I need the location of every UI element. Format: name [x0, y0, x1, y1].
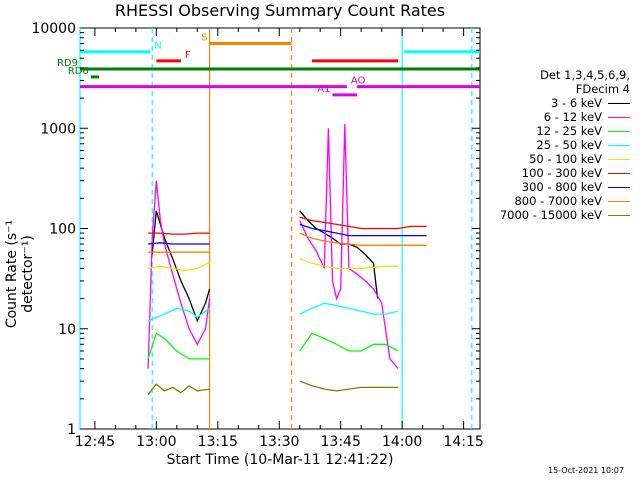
x-tick-label-0: 12:45: [75, 434, 115, 450]
x-tick-label-4: 13:45: [321, 434, 361, 450]
x-tick-label-5: 14:00: [382, 434, 422, 450]
y-tick-label-0: 1: [67, 422, 76, 438]
series-line-3-1: [299, 302, 399, 315]
flag-label-1: S: [201, 33, 207, 44]
series-line-2-0: [147, 332, 210, 360]
legend-entry-3: 25 - 50 keV: [478, 138, 630, 152]
legend: Det 1,3,4,5,6,9, FDecim 4 3 - 6 keV 6 - 1…: [478, 68, 630, 222]
legend-swatch-2: [608, 130, 630, 132]
x-axis-label: Start Time (10-Mar-11 12:41:22): [166, 452, 394, 468]
legend-label-8: 7000 - 15000 keV: [499, 208, 602, 222]
y-tick-label-2: 100: [49, 222, 76, 238]
legend-swatch-6: [608, 186, 630, 188]
x-tick-label-3: 13:30: [259, 434, 299, 450]
legend-entry-4: 50 - 100 keV: [478, 152, 630, 166]
legend-swatch-4: [608, 158, 630, 160]
series-line-2-1: [299, 332, 399, 352]
legend-label-4: 50 - 100 keV: [529, 152, 602, 166]
legend-label-2: 12 - 25 keV: [536, 124, 602, 138]
series-line-7-1: [299, 232, 427, 246]
legend-swatch-5: [608, 172, 630, 174]
legend-entry-8: 7000 - 15000 keV: [478, 208, 630, 222]
legend-entry-0: 3 - 6 keV: [478, 96, 630, 110]
series-line-8-1: [299, 380, 399, 392]
series-line-5-0: [148, 232, 210, 235]
legend-swatch-7: [608, 200, 630, 202]
legend-header-detectors: Det 1,3,4,5,6,9,: [540, 68, 630, 82]
legend-entry-5: 100 - 300 keV: [478, 166, 630, 180]
legend-swatch-1: [608, 116, 630, 118]
legend-entry-6: 300 - 800 keV: [478, 180, 630, 194]
series-line-3-0: [147, 307, 210, 322]
legend-label-5: 100 - 300 keV: [521, 166, 602, 180]
legend-label-7: 800 - 7000 keV: [514, 194, 602, 208]
time-stamp: 15-Oct-2021 10:07: [548, 466, 624, 475]
legend-entry-1: 6 - 12 keV: [478, 110, 630, 124]
data-series: [147, 124, 427, 396]
legend-swatch-8: [608, 214, 630, 216]
legend-label-1: 6 - 12 keV: [543, 110, 602, 124]
flag-label-2: F: [185, 50, 191, 61]
x-tick-label-1: 13:00: [136, 434, 176, 450]
y-tick-label-1: 10: [58, 322, 76, 338]
series-line-0-0: [151, 210, 211, 323]
y-tick-label-4: 10000: [31, 21, 76, 37]
series-line-8-0: [147, 383, 210, 396]
flag-label-4: RD6: [68, 66, 89, 77]
series-line-4-1: [299, 258, 399, 270]
series-line-1-0: [147, 180, 211, 369]
legend-label-0: 3 - 6 keV: [551, 96, 602, 110]
flag-label-0: N: [154, 41, 161, 52]
time-markers: [79, 28, 473, 429]
y-tick-label-3: 1000: [40, 121, 76, 137]
legend-entry-7: 800 - 7000 keV: [478, 194, 630, 208]
chart-title: RHESSI Observing Summary Count Rates: [114, 1, 446, 20]
flag-label-5: AO: [351, 76, 366, 87]
series-line-6-0: [148, 242, 210, 245]
flag-label-3: RD9: [57, 58, 78, 69]
legend-label-3: 25 - 50 keV: [536, 138, 602, 152]
legend-label-6: 300 - 800 keV: [521, 180, 602, 194]
series-line-1-1: [299, 124, 399, 370]
legend-rows: 3 - 6 keV 6 - 12 keV 12 - 25 keV 25 - 50 ke…: [478, 96, 630, 222]
series-line-5-1: [299, 216, 427, 230]
legend-header-decimation: FDecim 4: [575, 82, 630, 96]
series-line-0-1: [299, 210, 379, 299]
legend-swatch-0: [608, 102, 630, 104]
x-tick-label-6: 14:15: [443, 434, 483, 450]
legend-swatch-3: [608, 144, 630, 146]
flag-label-6: A1: [317, 84, 330, 95]
x-axis-ticks: 12:45 13:00 13:15 13:30 13:45 14:00 14:15: [75, 28, 484, 450]
series-line-6-1: [299, 223, 427, 237]
x-tick-label-2: 13:15: [198, 434, 238, 450]
y-axis-ticks: 1 10 100 1000 10000: [31, 21, 480, 438]
plot-frame: [79, 27, 481, 430]
legend-entry-2: 12 - 25 keV: [478, 124, 630, 138]
y-axis-label: Count Rate (s⁻¹ detector⁻¹): [4, 219, 36, 329]
series-line-4-0: [147, 261, 210, 272]
